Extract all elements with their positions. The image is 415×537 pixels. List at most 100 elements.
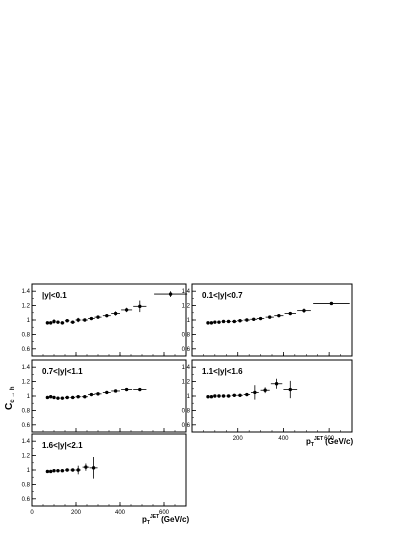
data-point xyxy=(274,382,279,386)
y-tick-label: 0.8 xyxy=(182,332,191,338)
y-tick-label: 0.6 xyxy=(22,497,31,503)
x-axis-label-right-main: p xyxy=(306,437,311,446)
data-point xyxy=(288,387,292,392)
data-point xyxy=(209,321,214,325)
panel-5: 1.4 1.2 1 0.8 0.6 0 200 400 600 1.6<|y|<2.1 xyxy=(22,433,187,516)
panel-3: 1.4 1.2 1 0.8 0.6 0.7<|y|<1.1 xyxy=(22,359,187,433)
y-tick-label: 1.4 xyxy=(22,365,31,371)
data-point xyxy=(45,321,50,325)
panels-group: 1.4 1.2 1 0.8 0.6 |y|<0.1 1.4 1.2 1 0.8 0.6 0.1<|y|… xyxy=(22,283,353,516)
x-tick-label: 400 xyxy=(278,436,289,442)
panel-title: 1.6<|y|<2.1 xyxy=(42,441,83,450)
y-axis-label: Cc → h xyxy=(4,386,16,410)
x-axis-label-right: pTJET (GeV/c) xyxy=(306,436,353,448)
y-tick-label: 1 xyxy=(187,318,191,324)
data-point xyxy=(76,318,80,322)
data-point xyxy=(65,395,69,400)
y-tick-label: 0.8 xyxy=(22,482,31,488)
data-point xyxy=(221,394,226,398)
data-point xyxy=(226,394,231,398)
data-point xyxy=(252,317,256,321)
panel-2: 1.4 1.2 1 0.8 0.6 0.1<|y|<0.7 xyxy=(182,283,353,357)
x-axis-label-left: pTJET (GeV/c) xyxy=(142,514,189,526)
data-point xyxy=(277,313,281,318)
data-point xyxy=(213,320,217,324)
data-point xyxy=(138,304,142,309)
data-point xyxy=(268,315,272,319)
y-tick-label: 1 xyxy=(27,318,31,324)
data-point xyxy=(217,394,221,398)
y-tick-label: 0.6 xyxy=(22,423,31,429)
data-point xyxy=(49,469,53,474)
data-point xyxy=(83,318,87,322)
data-point xyxy=(84,465,88,469)
x-tick-label: 200 xyxy=(71,510,82,516)
panel-4: 1.4 1.2 1 0.8 0.6 200 400 600 1.1<|y|<1.6 xyxy=(182,359,353,442)
panel-title: 1.1<|y|<1.6 xyxy=(202,367,243,376)
data-point xyxy=(329,301,334,306)
data-point xyxy=(232,319,236,324)
data-point xyxy=(245,392,249,397)
y-tick-label: 1.4 xyxy=(22,439,31,445)
data-point xyxy=(209,395,214,399)
y-axis-label-main: C xyxy=(4,403,15,410)
data-point xyxy=(76,468,80,472)
y-tick-label: 1 xyxy=(187,394,191,400)
data-point xyxy=(56,469,60,473)
data-point xyxy=(302,308,306,313)
data-point xyxy=(206,321,210,325)
data-point xyxy=(226,319,231,324)
y-tick-label: 0.8 xyxy=(22,332,31,338)
data-point xyxy=(124,308,129,312)
x-tick-label: 0 xyxy=(30,510,34,516)
x-axis-label-left-unit: (GeV/c) xyxy=(161,515,189,524)
panel-1: 1.4 1.2 1 0.8 0.6 |y|<0.1 xyxy=(22,283,188,357)
data-point xyxy=(206,395,210,399)
x-axis-label-left-sup: JET xyxy=(150,514,159,520)
x-axis-label-right-unit: (GeV/c) xyxy=(325,437,353,446)
x-axis-label-left-main: p xyxy=(142,515,147,524)
x-tick-label: 400 xyxy=(115,510,126,516)
y-tick-label: 1.2 xyxy=(182,380,191,386)
y-tick-label: 0.8 xyxy=(182,408,191,414)
y-tick-label: 1.2 xyxy=(22,454,31,460)
data-point xyxy=(91,466,96,470)
data-point xyxy=(89,316,94,321)
y-tick-label: 0.6 xyxy=(182,347,191,353)
data-point xyxy=(258,316,263,321)
y-tick-label: 1.2 xyxy=(22,304,31,310)
x-tick-label: 600 xyxy=(324,436,335,442)
data-point xyxy=(83,395,87,399)
data-point xyxy=(124,387,129,392)
x-axis-label-right-sub: T xyxy=(311,442,314,448)
data-point xyxy=(113,389,118,393)
data-point xyxy=(245,318,249,322)
data-point xyxy=(113,311,118,316)
data-point xyxy=(52,319,56,324)
data-point xyxy=(232,393,236,397)
data-point xyxy=(49,321,53,325)
data-point xyxy=(56,320,60,324)
y-axis-label-sub: c → h xyxy=(10,386,16,403)
y-tick-label: 1.4 xyxy=(182,365,191,371)
panel-title: |y|<0.1 xyxy=(42,291,67,300)
data-point xyxy=(60,321,65,325)
data-point xyxy=(213,394,217,398)
data-point xyxy=(96,392,100,396)
data-point xyxy=(60,396,65,400)
data-point xyxy=(76,395,80,399)
data-point xyxy=(96,315,100,319)
data-point xyxy=(288,311,292,316)
data-point xyxy=(49,395,53,399)
data-point xyxy=(168,292,173,296)
x-tick-label: 200 xyxy=(233,436,244,442)
data-point xyxy=(71,320,75,324)
data-point xyxy=(60,469,65,473)
y-tick-label: 1.4 xyxy=(182,289,191,295)
data-point xyxy=(89,392,94,397)
data-point xyxy=(56,396,60,400)
y-tick-label: 0.8 xyxy=(22,408,31,414)
data-point xyxy=(105,390,109,395)
data-point xyxy=(238,319,242,323)
y-tick-label: 0.6 xyxy=(22,347,31,353)
